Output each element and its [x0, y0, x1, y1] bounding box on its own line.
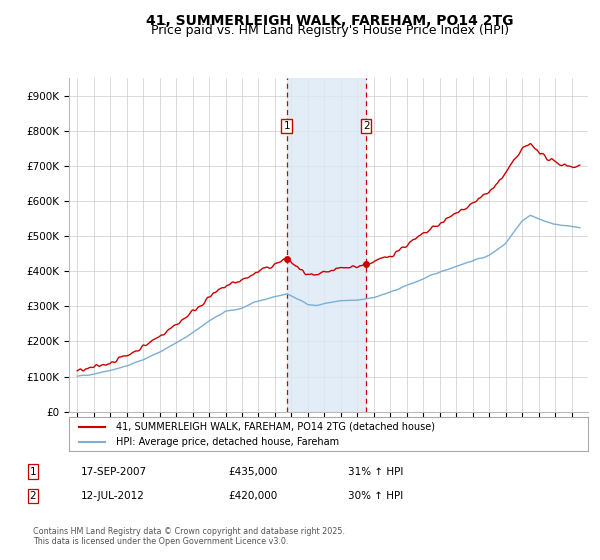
Bar: [287, 78, 366, 412]
Text: 41, SUMMERLEIGH WALK, FAREHAM, PO14 2TG: 41, SUMMERLEIGH WALK, FAREHAM, PO14 2TG: [146, 14, 514, 28]
Text: Price paid vs. HM Land Registry's House Price Index (HPI): Price paid vs. HM Land Registry's House …: [151, 24, 509, 36]
Text: 31% ↑ HPI: 31% ↑ HPI: [348, 466, 403, 477]
Text: 41, SUMMERLEIGH WALK, FAREHAM, PO14 2TG (detached house): 41, SUMMERLEIGH WALK, FAREHAM, PO14 2TG …: [116, 422, 435, 432]
Text: 17-SEP-2007: 17-SEP-2007: [81, 466, 147, 477]
Text: £435,000: £435,000: [228, 466, 277, 477]
Text: 1: 1: [29, 466, 37, 477]
Text: HPI: Average price, detached house, Fareham: HPI: Average price, detached house, Fare…: [116, 437, 339, 447]
Text: Contains HM Land Registry data © Crown copyright and database right 2025.
This d: Contains HM Land Registry data © Crown c…: [33, 526, 345, 546]
Text: 12-JUL-2012: 12-JUL-2012: [81, 491, 145, 501]
Text: £420,000: £420,000: [228, 491, 277, 501]
Text: 1: 1: [283, 121, 290, 130]
Text: 30% ↑ HPI: 30% ↑ HPI: [348, 491, 403, 501]
Text: 2: 2: [363, 121, 370, 130]
Text: 2: 2: [29, 491, 37, 501]
